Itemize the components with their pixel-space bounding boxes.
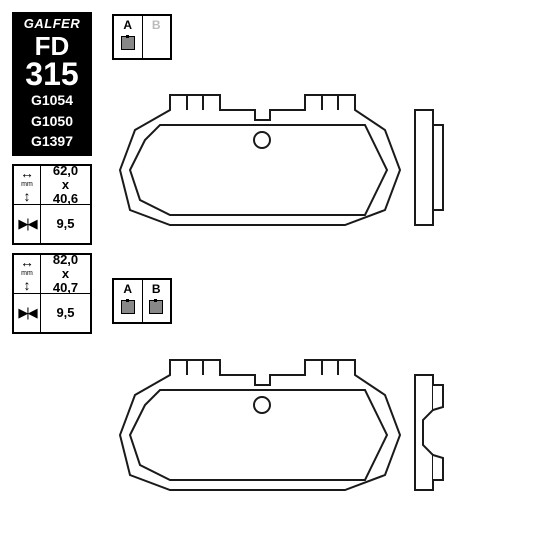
compound-0: G1054 <box>12 91 92 109</box>
dim-icon: mm <box>14 166 41 204</box>
thickness-icon: ▶|◀ <box>14 205 41 243</box>
ab-cell-a-1: A <box>114 16 142 58</box>
ab-label-b: B <box>152 282 161 296</box>
dim-icon: mm <box>14 255 41 293</box>
spec-block-1: mm 62,0x40,6 ▶|◀ 9,5 <box>12 164 92 245</box>
pad-icon <box>121 36 135 50</box>
ab-label-a: A <box>123 18 132 32</box>
brand-label: GALFER <box>12 16 92 31</box>
spec-block-2: mm 82,0x40,7 ▶|◀ 9,5 <box>12 253 92 334</box>
spec-t-2: 9,5 <box>41 306 90 320</box>
ab-selector-2: A B <box>112 278 172 324</box>
spec-wh-2: 82,0x40,7 <box>41 253 90 296</box>
spec-row-t-1: ▶|◀ 9,5 <box>14 205 90 243</box>
spec-wh-1: 62,0x40,6 <box>41 164 90 207</box>
compound-1: G1050 <box>12 112 92 130</box>
ab-cell-b-1: B <box>142 16 171 58</box>
brand-box: GALFER FD 315 G1054 G1050 G1397 <box>12 12 92 156</box>
ab-selector-1: A B <box>112 14 172 60</box>
brake-pad-diagram-b <box>115 335 455 525</box>
spec-t-1: 9,5 <box>41 217 90 231</box>
ab-cell-b-2: B <box>142 280 171 322</box>
brake-pad-diagram-a <box>115 70 455 260</box>
spec-row-t-2: ▶|◀ 9,5 <box>14 294 90 332</box>
thickness-icon: ▶|◀ <box>14 294 41 332</box>
compound-2: G1397 <box>12 132 92 150</box>
pad-icon <box>149 300 163 314</box>
spec-row-wh-1: mm 62,0x40,6 <box>14 166 90 205</box>
ab-cell-a-2: A <box>114 280 142 322</box>
pad-icon <box>121 300 135 314</box>
sidebar: GALFER FD 315 G1054 G1050 G1397 mm 62,0x… <box>12 12 92 334</box>
ab-label-b: B <box>152 18 161 32</box>
ab-label-a: A <box>123 282 132 296</box>
spec-row-wh-2: mm 82,0x40,7 <box>14 255 90 294</box>
model-number: 315 <box>12 59 92 89</box>
